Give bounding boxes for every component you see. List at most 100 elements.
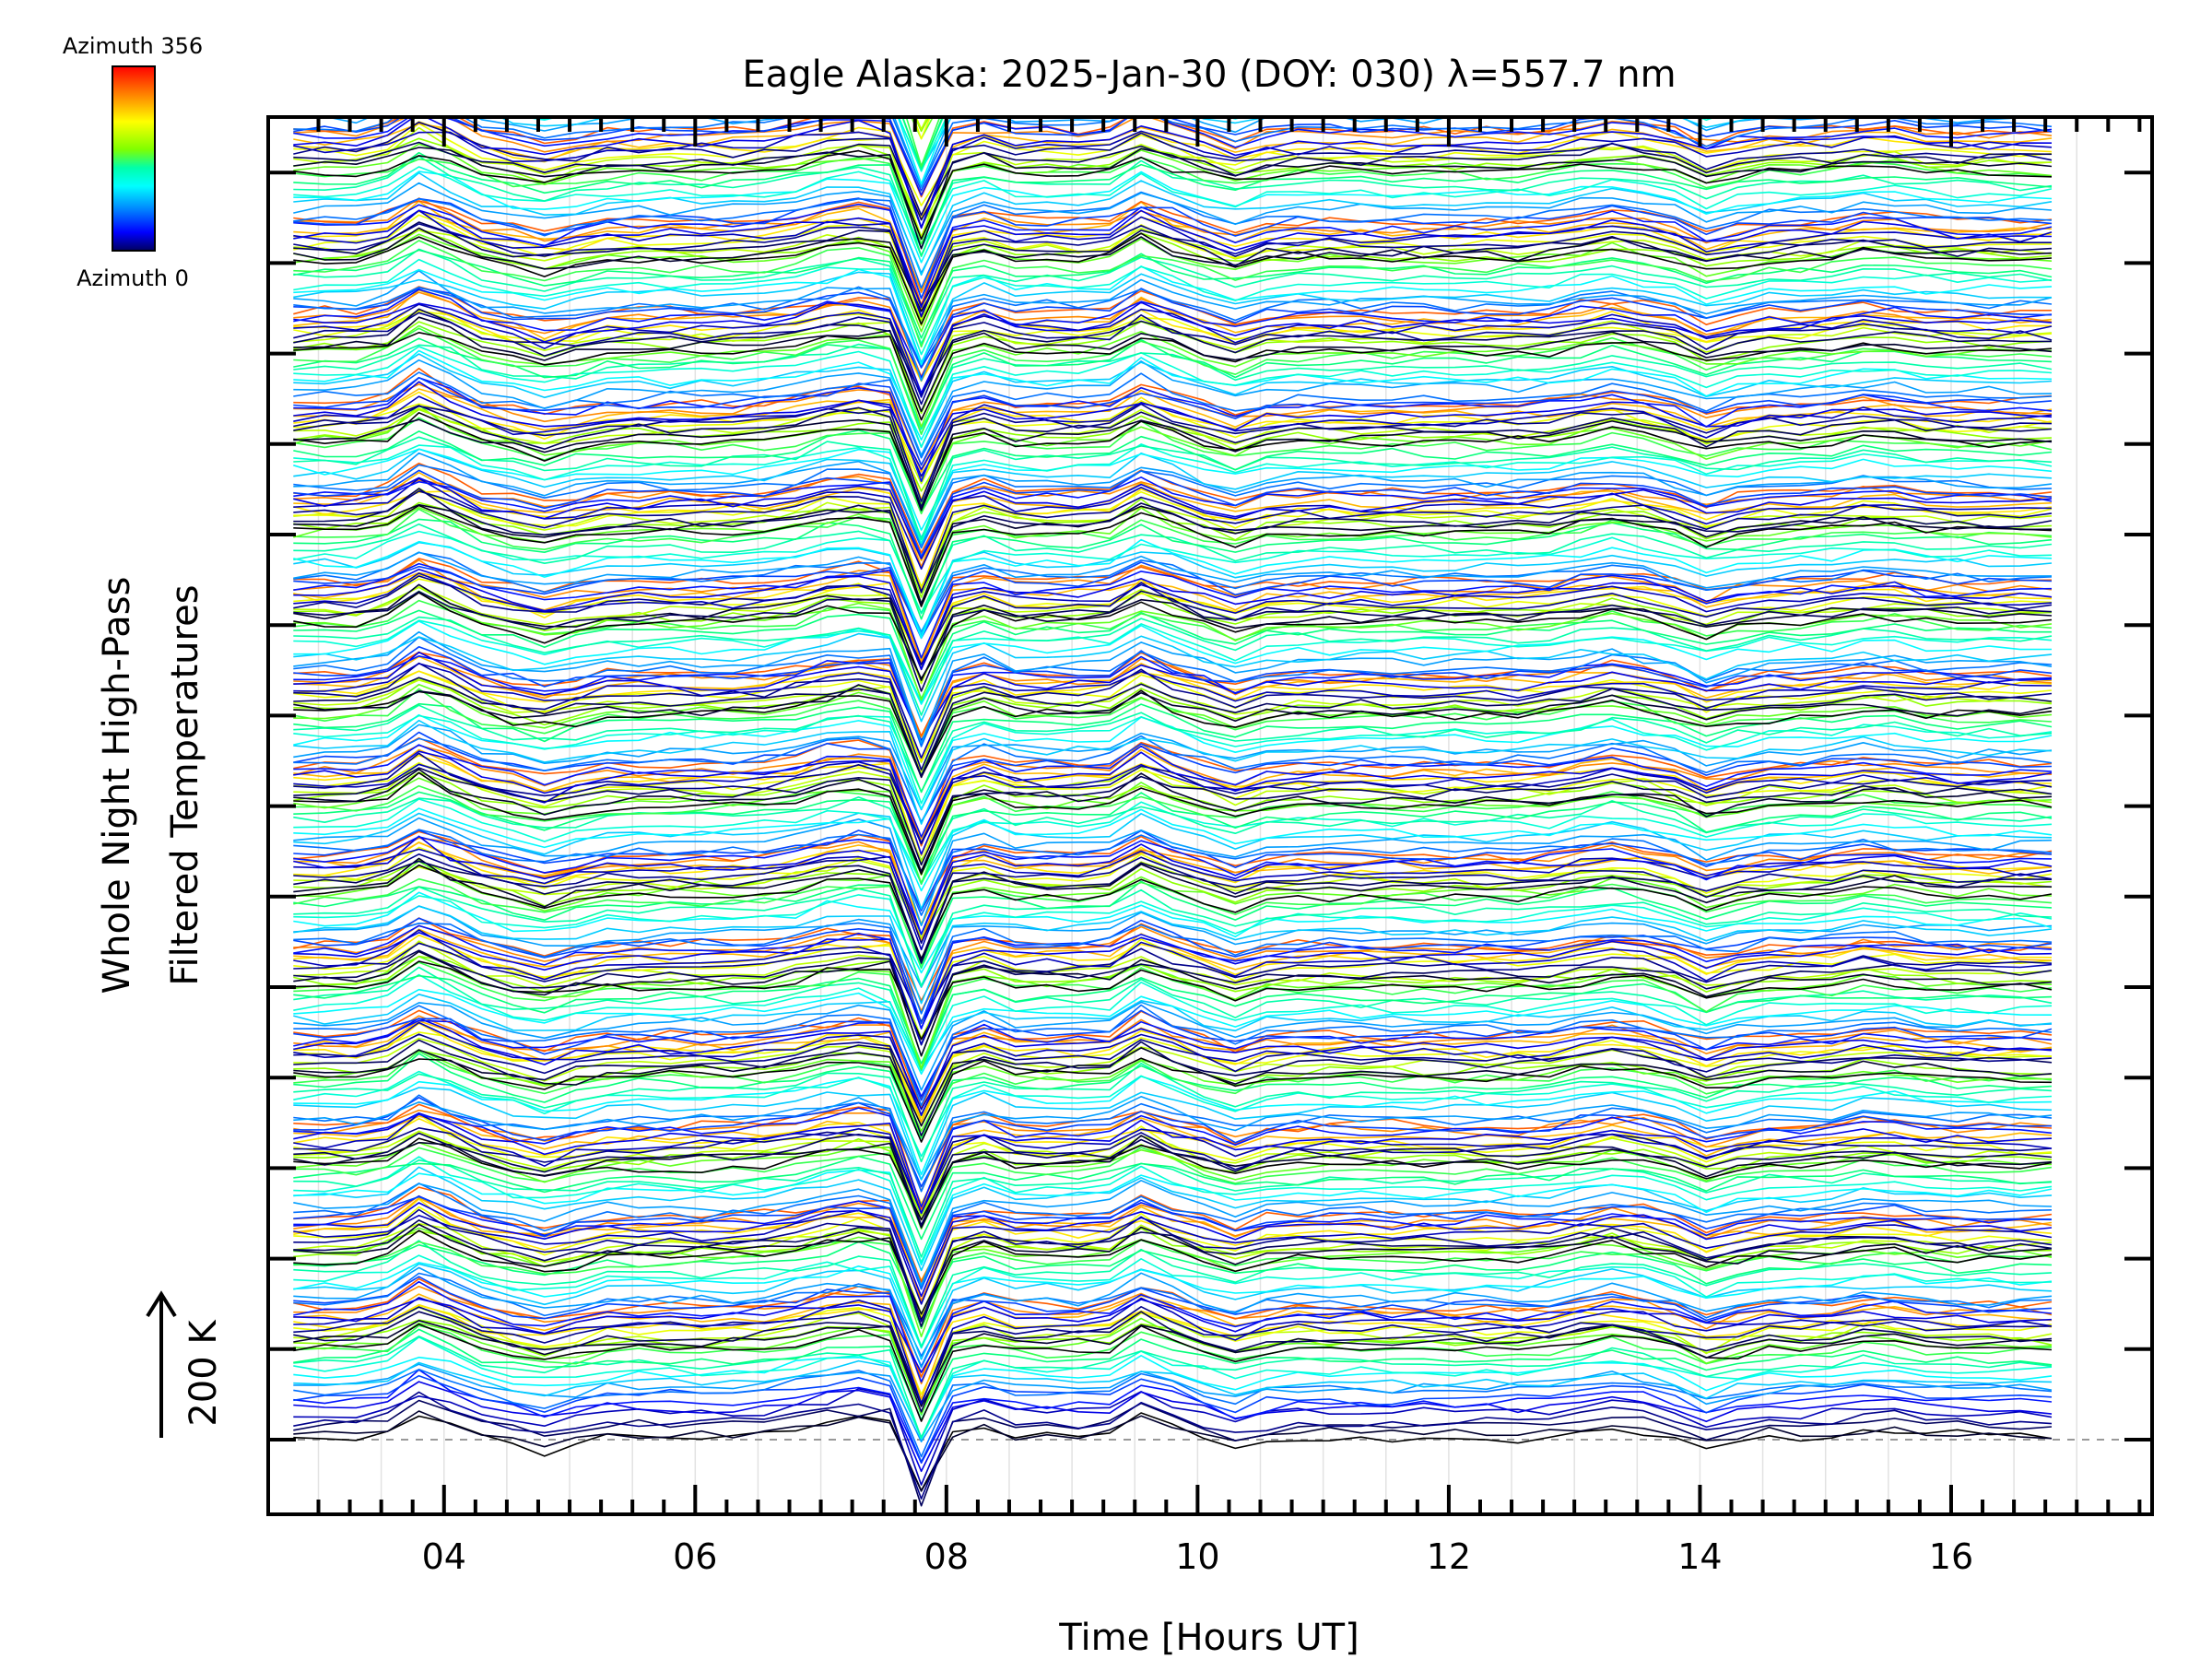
temperature-trace	[293, 938, 2053, 1025]
temperature-trace	[293, 209, 2053, 317]
temperature-trace	[293, 448, 2053, 539]
temperature-trace	[293, 489, 2053, 594]
temperature-trace	[293, 924, 2053, 1030]
temperature-trace	[293, 1277, 2053, 1378]
temperature-trace	[293, 487, 2053, 588]
temperature-trace	[293, 1127, 2053, 1214]
temperature-trace	[293, 1115, 2053, 1207]
temperature-trace	[293, 518, 2053, 620]
temperature-trace	[293, 960, 2053, 1041]
temperature-trace	[293, 477, 2053, 571]
temperature-trace	[293, 223, 2052, 318]
temperature-trace	[293, 949, 2053, 1046]
temperature-trace	[293, 286, 2053, 367]
temperature-trace	[293, 117, 2053, 229]
temperature-trace	[293, 835, 2053, 935]
colorbar-top-label: Azimuth 356	[63, 33, 203, 59]
temperature-trace	[293, 1050, 2053, 1137]
temperature-trace	[293, 269, 2053, 382]
temperature-trace	[293, 171, 2053, 276]
temperature-trace	[293, 1169, 2053, 1266]
temperature-trace	[293, 1156, 2053, 1264]
temperature-trace	[293, 1276, 2053, 1368]
temperature-trace	[293, 817, 2053, 927]
temperature-trace	[293, 1399, 2053, 1507]
temperature-trace	[293, 1112, 2053, 1215]
temperature-trace	[293, 966, 2053, 1072]
temperature-trace	[293, 1159, 2053, 1258]
temperature-trace	[293, 767, 2053, 866]
temperature-trace	[293, 137, 2053, 228]
temperature-trace	[293, 1031, 2053, 1119]
temperature-trace	[293, 974, 2053, 1065]
temperature-trace	[293, 1223, 2053, 1315]
temperature-trace	[293, 1304, 2053, 1395]
temperature-trace	[293, 227, 2053, 312]
temperature-trace	[293, 683, 2053, 772]
temperature-trace	[293, 166, 2053, 250]
temperature-trace	[293, 395, 2053, 477]
temperature-trace	[293, 151, 2053, 257]
temperature-trace	[293, 894, 2053, 987]
y-axis-label-line1: Whole Night High-Pass	[96, 577, 138, 994]
temperature-trace	[293, 1317, 2053, 1414]
temperature-trace	[293, 1057, 2053, 1143]
temperature-trace	[293, 149, 2053, 241]
temperature-trace	[293, 117, 2053, 188]
temperature-trace	[293, 197, 2053, 300]
temperature-trace	[293, 616, 2053, 716]
temperature-trace	[293, 1039, 2053, 1136]
temperature-trace	[293, 310, 2053, 396]
temperature-trace	[293, 771, 2053, 876]
temperature-trace	[293, 504, 2053, 607]
temperature-trace	[293, 551, 2053, 639]
temperature-trace	[293, 1262, 2053, 1349]
temperature-trace	[293, 796, 2053, 876]
x-tick-label: 04	[422, 1536, 466, 1577]
temperature-trace	[293, 1097, 2053, 1188]
colorbar-bottom-label: Azimuth 0	[76, 265, 189, 291]
temperature-trace	[293, 1328, 2053, 1421]
temperature-trace	[293, 1063, 2053, 1163]
temperature-trace	[293, 1306, 2053, 1404]
x-tick-label: 08	[924, 1536, 969, 1577]
temperature-trace	[293, 1298, 2053, 1373]
temperature-trace	[293, 1096, 2053, 1181]
temperature-trace	[293, 388, 2053, 473]
temperature-trace	[293, 750, 2053, 855]
temperature-trace	[293, 1359, 2053, 1439]
temperature-trace	[293, 572, 2053, 671]
temperature-trace	[293, 1155, 2053, 1241]
temperature-trace	[293, 209, 2053, 309]
temperature-trace	[293, 443, 2053, 545]
temperature-trace	[293, 1021, 2053, 1111]
temperature-trace	[293, 1202, 2053, 1298]
temperature-trace	[293, 1132, 2053, 1227]
temperature-trace	[293, 689, 2053, 778]
temperature-trace	[293, 1363, 2053, 1442]
temperature-trace	[293, 848, 2053, 951]
temperature-trace	[293, 429, 2053, 514]
temperature-trace	[293, 1381, 2053, 1473]
temperature-trace	[293, 1324, 2053, 1416]
temperature-trace	[293, 1195, 2053, 1290]
temperature-trace	[293, 436, 2053, 541]
temperature-trace	[293, 417, 2053, 515]
temperature-trace	[293, 200, 2053, 291]
x-tick-label: 12	[1427, 1536, 1471, 1577]
temperature-trace	[293, 308, 2053, 395]
temperature-trace	[293, 924, 2053, 1012]
temperature-trace	[293, 663, 2053, 759]
temperature-trace	[293, 713, 2053, 810]
temperature-trace	[293, 1209, 2053, 1305]
x-tick-label: 06	[673, 1536, 717, 1577]
temperature-trace	[293, 771, 2053, 877]
temperature-trace	[293, 1410, 2053, 1492]
temperature-trace	[293, 1230, 2053, 1321]
temperature-trace	[293, 704, 2053, 793]
temperature-trace	[293, 684, 2053, 779]
temperature-trace	[293, 583, 2053, 682]
temperature-trace	[293, 324, 2053, 428]
temperature-trace	[293, 942, 2053, 1023]
temperature-trace	[293, 477, 2053, 560]
